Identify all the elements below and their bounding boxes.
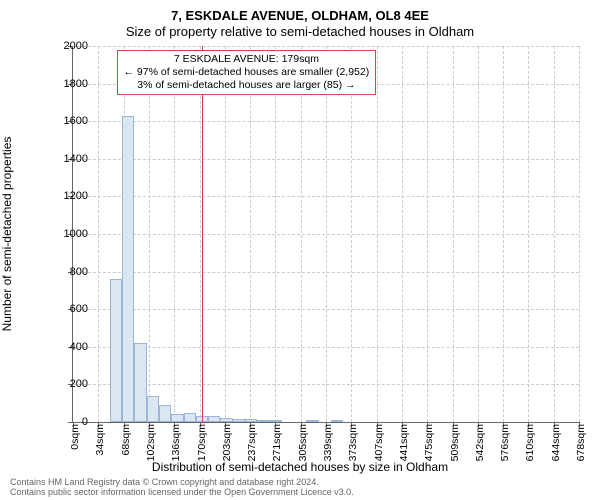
xtick-label: 170sqm: [196, 424, 208, 461]
gridline-v: [301, 46, 302, 422]
histogram-bar: [134, 343, 146, 422]
histogram-bar: [331, 420, 343, 422]
gridline-v: [453, 46, 454, 422]
annotation-line1: 7 ESKDALE AVENUE: 179sqm: [124, 53, 370, 66]
plot-area: [72, 46, 579, 423]
histogram-bar: [110, 279, 122, 422]
gridline-v: [149, 46, 150, 422]
xtick-label: 136sqm: [170, 424, 182, 461]
histogram-bar: [306, 420, 318, 422]
histogram-bar: [220, 418, 232, 422]
gridline-v: [275, 46, 276, 422]
xtick-label: 542sqm: [474, 424, 486, 461]
gridline-v: [554, 46, 555, 422]
ytick-label: 1800: [38, 78, 88, 90]
xtick-label: 203sqm: [221, 424, 233, 461]
xtick-label: 373sqm: [347, 424, 359, 461]
annotation-line3: 3% of semi-detached houses are larger (8…: [124, 79, 370, 92]
gridline-v: [174, 46, 175, 422]
xtick-label: 271sqm: [271, 424, 283, 461]
attribution-footer: Contains HM Land Registry data © Crown c…: [10, 478, 354, 498]
histogram-bar: [257, 420, 269, 422]
property-marker-line: [202, 46, 203, 422]
gridline-v: [225, 46, 226, 422]
ytick-label: 1200: [38, 190, 88, 202]
xtick-label: 0sqm: [69, 424, 81, 450]
gridline-v: [98, 46, 99, 422]
gridline-v: [250, 46, 251, 422]
ytick-label: 600: [38, 303, 88, 315]
xtick-label: 102sqm: [145, 424, 157, 461]
gridline-v: [427, 46, 428, 422]
histogram-bar: [184, 413, 196, 422]
xtick-label: 407sqm: [373, 424, 385, 461]
gridline-v: [326, 46, 327, 422]
xtick-label: 441sqm: [398, 424, 410, 461]
histogram-bar: [208, 416, 220, 422]
xtick-label: 576sqm: [499, 424, 511, 461]
annotation-box: 7 ESKDALE AVENUE: 179sqm← 97% of semi-de…: [117, 50, 377, 95]
histogram-bar: [122, 116, 134, 422]
xtick-label: 610sqm: [524, 424, 536, 461]
ytick-label: 1400: [38, 153, 88, 165]
histogram-bar: [233, 419, 245, 422]
gridline-v: [503, 46, 504, 422]
histogram-bar: [171, 414, 183, 422]
chart-subtitle: Size of property relative to semi-detach…: [0, 24, 600, 39]
chart-title-address: 7, ESKDALE AVENUE, OLDHAM, OL8 4EE: [0, 8, 600, 23]
gridline-v: [377, 46, 378, 422]
ytick-label: 1000: [38, 228, 88, 240]
xtick-label: 237sqm: [246, 424, 258, 461]
xtick-label: 68sqm: [120, 424, 132, 456]
ytick-label: 2000: [38, 40, 88, 52]
ytick-label: 1600: [38, 115, 88, 127]
xtick-label: 339sqm: [322, 424, 334, 461]
ytick-label: 200: [38, 378, 88, 390]
xtick-label: 475sqm: [423, 424, 435, 461]
histogram-bar: [270, 420, 282, 422]
x-axis-title: Distribution of semi-detached houses by …: [0, 460, 600, 474]
gridline-v: [351, 46, 352, 422]
xtick-label: 34sqm: [94, 424, 106, 456]
ytick-label: 800: [38, 266, 88, 278]
gridline-v: [402, 46, 403, 422]
xtick-label: 644sqm: [550, 424, 562, 461]
histogram-bar: [159, 405, 171, 422]
xtick-label: 305sqm: [297, 424, 309, 461]
histogram-bar: [245, 419, 257, 422]
xtick-label: 678sqm: [575, 424, 587, 461]
gridline-v: [579, 46, 580, 422]
gridline-v: [478, 46, 479, 422]
annotation-line2: ← 97% of semi-detached houses are smalle…: [124, 66, 370, 79]
ytick-label: 400: [38, 341, 88, 353]
gridline-v: [200, 46, 201, 422]
y-axis-title: Number of semi-detached properties: [0, 137, 14, 332]
histogram-bar: [147, 396, 159, 422]
footer-line2: Contains public sector information licen…: [10, 488, 354, 498]
xtick-label: 509sqm: [449, 424, 461, 461]
gridline-v: [528, 46, 529, 422]
